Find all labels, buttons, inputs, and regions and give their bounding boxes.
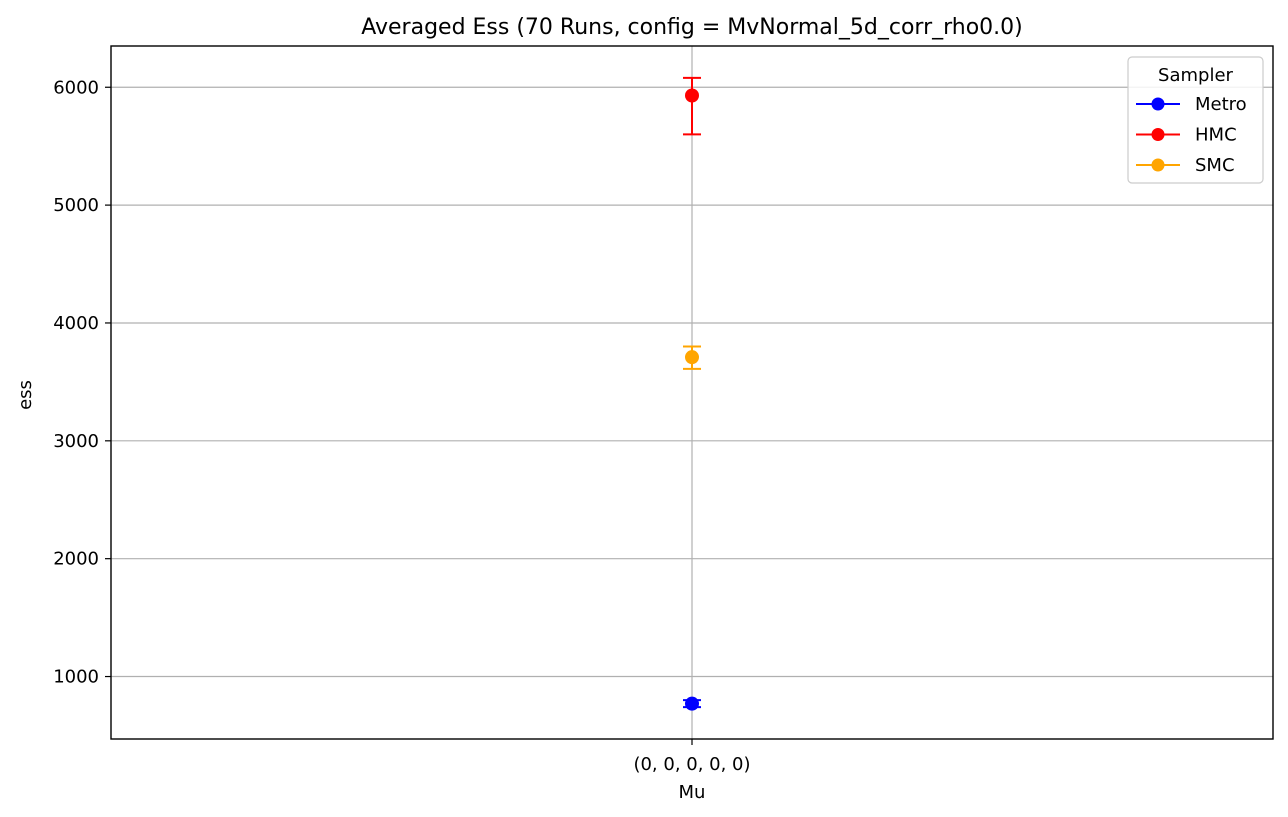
legend-label-hmc: HMC: [1195, 125, 1237, 146]
legend-marker-metro: [1151, 97, 1165, 111]
chart-title: Averaged Ess (70 Runs, config = MvNormal…: [361, 15, 1023, 40]
x-tick-label: (0, 0, 0, 0, 0): [633, 754, 750, 775]
y-axis-label: ess: [15, 380, 36, 410]
point-smc: [685, 350, 699, 365]
legend-label-metro: Metro: [1195, 94, 1247, 115]
point-hmc: [685, 88, 699, 103]
legend-box: [1127, 56, 1264, 184]
y-tick-label: 5000: [53, 195, 99, 216]
legend: Sampler Metro HMC SMC: [1127, 56, 1264, 184]
x-axis-label: Mu: [679, 782, 706, 803]
legend-marker-hmc: [1151, 128, 1165, 141]
y-tick-label: 4000: [53, 313, 99, 334]
y-tick-label: 1000: [53, 667, 99, 688]
grid-lines: [111, 46, 1273, 739]
axes: 1000 2000 3000 4000 5000 6000 (0, 0, 0, 0, 0): [53, 45, 1274, 775]
legend-label-smc: SMC: [1195, 155, 1235, 176]
y-tick-label: 2000: [53, 549, 99, 570]
point-metro: [685, 696, 699, 711]
data-marks: [683, 76, 701, 711]
y-tick-label: 3000: [53, 431, 99, 452]
y-tick-label: 6000: [53, 77, 99, 98]
legend-title: Sampler: [1158, 65, 1233, 86]
plot-frame: [110, 45, 1274, 740]
legend-marker-smc: [1151, 158, 1165, 172]
